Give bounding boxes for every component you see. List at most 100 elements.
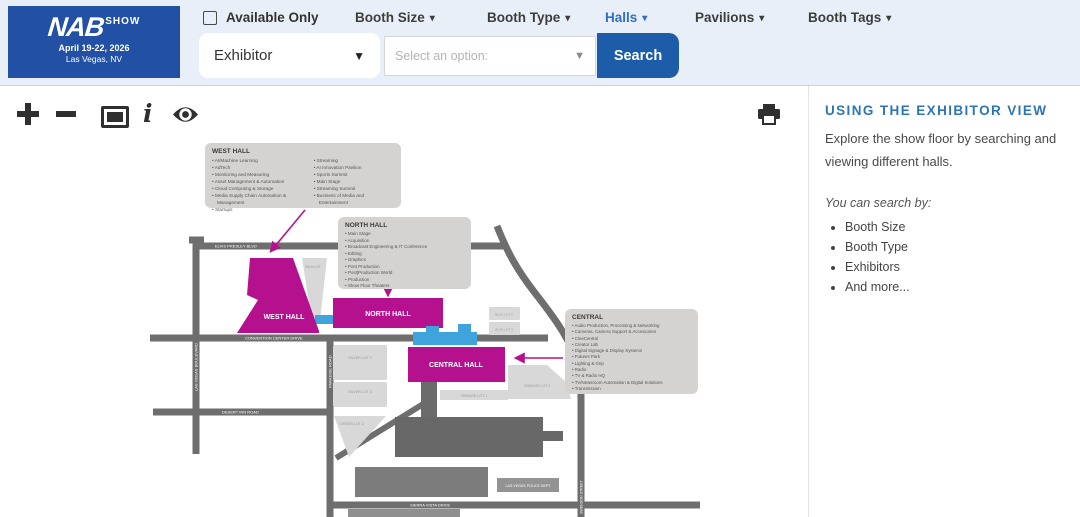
callout-list: AI/Machine LearningAdTechMonitoring and …: [212, 157, 307, 213]
lot-label-orange1: ORANGE LOT 1: [461, 394, 488, 398]
north-hall-shape[interactable]: [333, 298, 443, 328]
list-item: Booth Type: [845, 240, 1064, 254]
search-option-select[interactable]: Select an option: ▼: [384, 36, 596, 76]
filter-booth-size[interactable]: Booth Size ▾: [355, 10, 435, 25]
pedestrian-bridge: [315, 315, 337, 324]
silver-lot-2-shape: [333, 345, 387, 380]
filter-label: Pavilions: [695, 10, 755, 25]
list-item: Streaming: [314, 157, 394, 164]
filter-label: Booth Type: [487, 10, 561, 25]
sidebar-search-by-list: Booth Size Booth Type Exhibitors And more..…: [825, 220, 1064, 294]
list-item: And more...: [845, 280, 1064, 294]
central-hall-shape[interactable]: [408, 347, 505, 382]
green-lot-shape: [334, 416, 386, 457]
filter-pavilions[interactable]: Pavilions ▾: [695, 10, 764, 25]
list-item: Streaming Summit: [314, 185, 394, 192]
logo-dates: April 19-22, 2026: [58, 42, 130, 53]
list-item: Broadcast Engineering & IT Conference: [345, 244, 464, 251]
filter-halls[interactable]: Halls ▾: [605, 10, 647, 25]
list-item: Sports Summit: [314, 171, 394, 178]
filter-label: Booth Tags: [808, 10, 882, 25]
lot-label-silver3: SILVER LOT 3: [348, 390, 371, 394]
list-item: Main Stage: [345, 231, 464, 238]
road-label-top: ELVIS PRESLEY BLVD: [215, 244, 257, 249]
north-hall-label: NORTH HALL: [365, 311, 411, 318]
list-item: Radio: [572, 367, 691, 373]
list-item: Futures Park: [572, 354, 691, 360]
west-hall-callout: WEST HALL AI/Machine LearningAdTechMonit…: [205, 143, 401, 212]
list-item: Lighting & Grip: [572, 361, 691, 367]
list-item: Media Supply Chain Automation & Manageme…: [212, 192, 307, 206]
filter-booth-type[interactable]: Booth Type ▾: [487, 10, 570, 25]
list-item: Graphics: [345, 257, 464, 264]
list-item: Editing: [345, 251, 464, 258]
callout-title: NORTH HALL: [345, 222, 388, 229]
chevron-down-icon: ▾: [886, 13, 892, 24]
sidebar-search-by-label: You can search by:: [825, 195, 932, 210]
central-hall-callout: CENTRAL Audio Production, Processing & N…: [565, 309, 698, 394]
road-label-paradise: PARADISE ROAD: [328, 355, 333, 388]
list-item: CineCentral: [572, 336, 691, 342]
list-item: Creator Lab: [572, 342, 691, 348]
list-item: Post|Production World: [345, 270, 464, 277]
chevron-down-icon: ▼: [574, 50, 585, 62]
list-item: TV/Newsroom Automation & Digital Solutio…: [572, 380, 691, 386]
west-hall-label: WEST HALL: [264, 314, 306, 321]
filter-label: Booth Size: [355, 10, 425, 25]
silver-lot-3-shape: [333, 382, 387, 407]
list-item: Asset Management & Automation: [212, 178, 307, 185]
search-category-select[interactable]: Exhibitor ▼: [199, 33, 380, 78]
nab-show-logo[interactable]: NAB SHOW April 19-22, 2026 Las Vegas, NV: [8, 6, 180, 78]
list-item: Main Stage: [314, 178, 394, 185]
north-hall-callout: NORTH HALL Main StageAcquisitionBroadcas…: [338, 217, 471, 289]
sidebar-title: USING THE EXHIBITOR VIEW: [825, 103, 1048, 118]
zoom-out-icon[interactable]: [56, 111, 76, 117]
print-icon[interactable]: [757, 104, 781, 130]
callout-title: CENTRAL: [572, 314, 604, 321]
logo-location: Las Vegas, NV: [65, 53, 123, 64]
palm-lot-shape: [302, 258, 327, 321]
search-button[interactable]: Search: [597, 33, 679, 78]
floor-map-canvas[interactable]: ELVIS PRESLEY BLVD LAS VEGAS BOULEVARD C…: [0, 86, 808, 517]
road-label-right: SWENSON STREET: [580, 479, 584, 514]
blue-lot-3-shape: [489, 322, 520, 335]
central-connector-building: [421, 382, 437, 420]
road-label-convention: CONVENTION CENTER DRIVE: [245, 336, 303, 341]
callout-list: StreamingAI Innovation PavilionSports Su…: [314, 157, 394, 213]
parking-garage-building: [355, 467, 488, 497]
available-only-checkbox[interactable]: [203, 11, 217, 25]
zoom-in-icon[interactable]: [17, 103, 39, 125]
logo-brand-text: NAB: [46, 12, 105, 42]
list-item: AI Innovation Pavilion: [314, 164, 394, 171]
list-item: Transmission: [572, 386, 691, 392]
list-item: Audio Production, Processing & Networkin…: [572, 323, 691, 329]
list-item: AI/Machine Learning: [212, 157, 307, 164]
road-label-sierra-vista: SIERRA VISTA DRIVE: [410, 503, 450, 508]
help-sidebar: USING THE EXHIBITOR VIEW Explore the sho…: [808, 86, 1080, 517]
road-label-desert-inn: DESERT INN ROAD: [222, 410, 259, 415]
parking-lots: [302, 258, 571, 457]
lot-label-silver2: SILVER LOT 2: [348, 356, 371, 360]
callout-list: Main StageAcquisitionBroadcast Engineeri…: [345, 231, 464, 290]
list-item: Business of Media and Entertainment: [314, 192, 394, 206]
list-item: AdTech: [212, 164, 307, 171]
west-hall-shape[interactable]: [237, 258, 319, 333]
police-dept-building: [497, 478, 559, 492]
filter-booth-tags[interactable]: Booth Tags ▾: [808, 10, 891, 25]
search-category-value: Exhibitor: [214, 47, 273, 64]
callout-list: Audio Production, Processing & Networkin…: [572, 323, 691, 392]
fit-view-icon[interactable]: [101, 106, 129, 128]
list-item: Post Production: [345, 264, 464, 271]
lot-label-green2: GREEN LOT 2: [340, 422, 364, 426]
list-item: Acquisition: [345, 238, 464, 245]
search-option-placeholder: Select an option:: [395, 49, 489, 63]
chevron-down-icon: ▼: [353, 48, 365, 63]
list-item: Show Floor Theaters: [345, 283, 464, 290]
callout-title: WEST HALL: [212, 148, 250, 155]
orange-lot-1-shape: [440, 390, 508, 400]
road-label-left: LAS VEGAS BOULEVARD: [194, 343, 199, 391]
west-callout-arrow: [269, 209, 306, 253]
visibility-toggle-icon[interactable]: [172, 105, 199, 129]
list-item: Booth Size: [845, 220, 1064, 234]
